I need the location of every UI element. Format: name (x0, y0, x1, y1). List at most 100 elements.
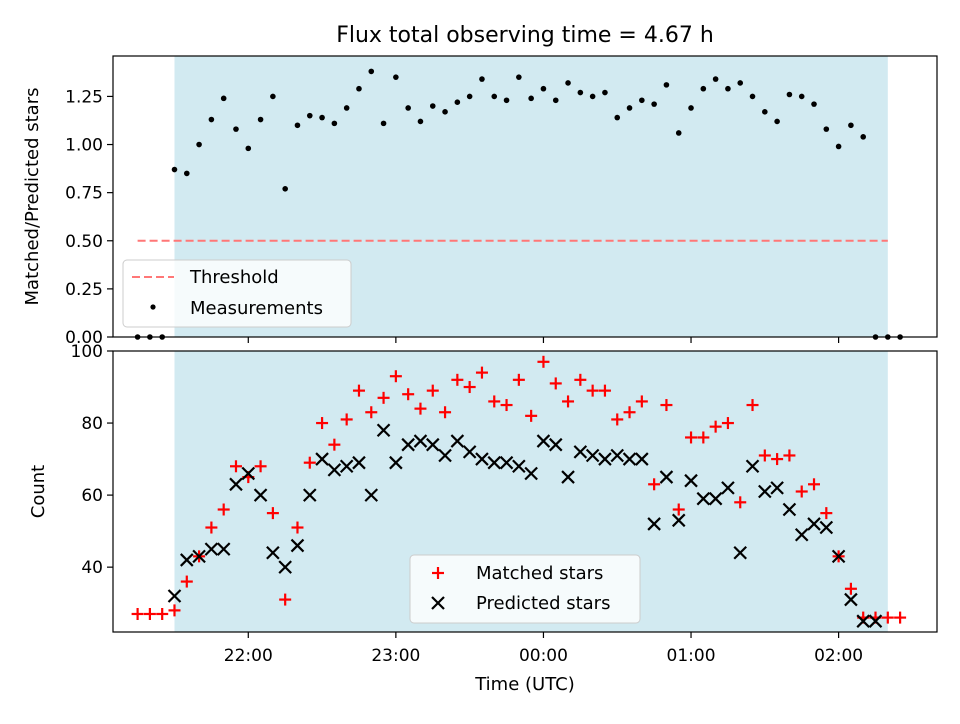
measurement-point (393, 74, 399, 80)
predicted-star-point (671, 513, 686, 528)
measurement-point (306, 112, 313, 119)
legend-measurements-swatch (150, 304, 156, 310)
measurement-point (639, 97, 645, 104)
matched-star-point (512, 373, 525, 386)
predicted-star-point (782, 502, 797, 517)
measurement-point (196, 141, 202, 148)
predicted-star-point (339, 459, 354, 474)
measurement-point (516, 74, 522, 80)
matched-star-point (598, 384, 611, 397)
bottom-x-tick-label: 00:00 (519, 646, 568, 666)
matched-star-point (525, 409, 538, 422)
matched-star-point (549, 377, 562, 390)
measurement-point (860, 134, 867, 140)
predicted-star-point (536, 434, 551, 448)
bottom-x-tick-label: 02:00 (814, 646, 863, 666)
measurement-point (257, 116, 264, 123)
measurement-point (663, 82, 670, 88)
predicted-star-point (401, 437, 415, 452)
predicted-star-point (450, 434, 465, 448)
measurement-point (319, 114, 325, 121)
matched-star-point (291, 521, 304, 534)
matched-star-point (463, 381, 476, 394)
matched-star-point (229, 460, 242, 473)
predicted-star-point (438, 448, 452, 463)
bottom-y-tick-label: 80 (81, 414, 103, 434)
matched-star-point (303, 456, 316, 469)
measurement-point (725, 85, 731, 92)
predicted-star-point (278, 560, 292, 574)
predicted-star-point (487, 455, 502, 470)
bottom-legend: Matched stars Predicted stars (409, 554, 641, 624)
measurement-point (737, 80, 744, 86)
measurement-point (552, 97, 559, 104)
predicted-star-point (413, 434, 428, 448)
measurement-point (454, 99, 461, 105)
predicted-star-point (844, 592, 858, 607)
matched-star-point (352, 384, 365, 397)
bottom-x-tick-label: 23:00 (371, 646, 420, 666)
measurement-point (675, 130, 682, 136)
matched-star-point (156, 607, 169, 620)
measurement-point (823, 126, 830, 132)
bottom-y-tick-label: 100 (71, 342, 103, 362)
measurement-point (688, 105, 694, 111)
measurement-point (429, 103, 436, 109)
matched-star-point (377, 391, 390, 404)
measurement-point (577, 89, 584, 96)
top-y-tick-label: 0.25 (65, 280, 103, 300)
matched-star-point (131, 607, 144, 620)
predicted-star-point (462, 445, 477, 459)
top-y-tick-label: 1.25 (65, 87, 103, 107)
predicted-star-point (548, 437, 563, 452)
measurement-point (602, 89, 608, 96)
legend-matched-label: Matched stars (476, 563, 603, 584)
matched-star-point (439, 406, 452, 419)
matched-star-point (635, 395, 648, 408)
measurement-point (405, 105, 411, 111)
measurement-point (540, 85, 547, 92)
predicted-star-point (266, 545, 280, 560)
measurement-point (466, 93, 473, 100)
bottom-legend-box (409, 554, 641, 624)
measurement-point (479, 76, 485, 82)
predicted-star-point (794, 527, 809, 542)
matched-star-point (795, 485, 808, 498)
measurement-point (183, 170, 190, 177)
predicted-star-point (364, 488, 379, 502)
matched-stars-series (131, 355, 907, 624)
predicted-star-point (180, 553, 194, 567)
measurement-point (700, 85, 707, 92)
predicted-star-point (708, 491, 723, 506)
matched-star-point (844, 582, 857, 595)
matched-star-point (808, 478, 821, 491)
top-panel: 0.00 0.25 0.50 0.75 1.00 1.25 Matched/Predict… (22, 55, 938, 348)
matched-star-point (648, 478, 661, 491)
predicted-star-point (524, 466, 538, 481)
chart-title: Flux total observing time = 4.67 h (336, 23, 714, 48)
predicted-star-point (622, 452, 637, 466)
top-x-ticks (247, 337, 840, 343)
legend-threshold-label: Threshold (189, 267, 279, 288)
predicted-star-point (758, 484, 772, 499)
matched-star-point (562, 395, 575, 408)
legend-predicted-label: Predicted stars (476, 593, 610, 614)
predicted-star-point (475, 452, 489, 466)
matched-star-point (623, 406, 636, 419)
measurement-point (749, 93, 756, 100)
measurement-point (528, 95, 534, 102)
measurement-point (356, 85, 362, 92)
predicted-star-point (856, 614, 870, 628)
measurement-point (786, 91, 793, 98)
predicted-star-point (745, 459, 760, 474)
measurement-point (712, 76, 719, 82)
legend-matched-swatch (432, 567, 444, 579)
predicted-star-point (647, 517, 661, 531)
measurement-point (208, 116, 215, 123)
bottom-panel: 40 60 80 100 22:00 23:00 00:00 01:00 02:00 Coun… (28, 342, 938, 695)
measurement-point (417, 118, 424, 125)
bottom-plot-frame (112, 350, 938, 633)
matched-star-point (660, 399, 673, 412)
predicted-star-point (684, 473, 698, 488)
predicted-star-point (425, 437, 440, 452)
